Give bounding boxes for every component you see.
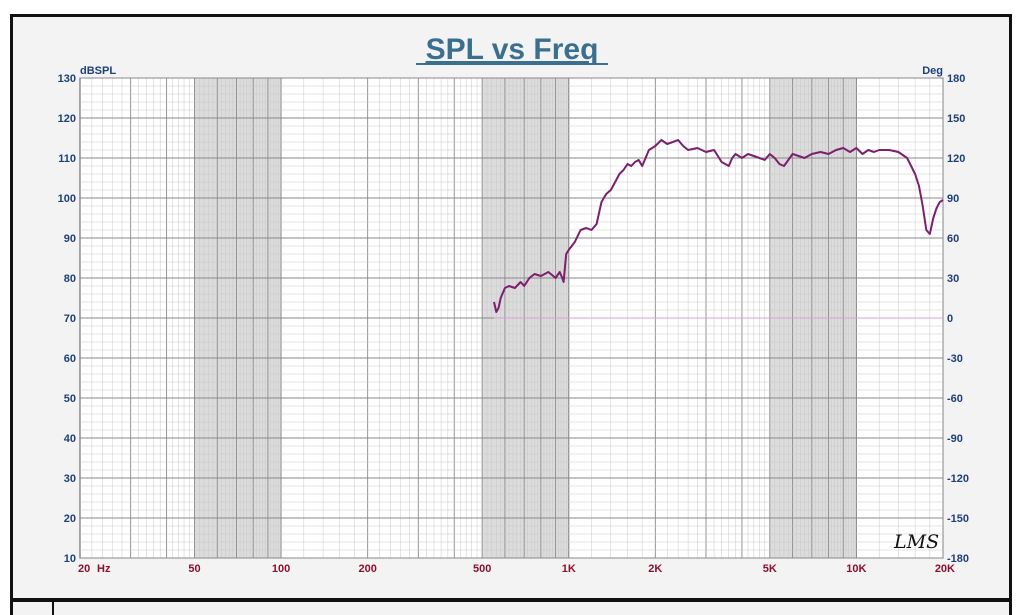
y-tick-label: 30 bbox=[64, 473, 76, 485]
frame-bottom-tick bbox=[52, 598, 54, 615]
y2-tick-label: 60 bbox=[947, 233, 959, 245]
x-tick-label: 2K bbox=[648, 563, 662, 575]
y2-tick-label: -30 bbox=[947, 353, 963, 365]
x-axis-unit: Hz bbox=[97, 563, 111, 575]
y-tick-label: 70 bbox=[64, 313, 76, 325]
x-tick-label: 20 bbox=[78, 563, 90, 575]
y-tick-label: 80 bbox=[64, 273, 76, 285]
x-tick-label: 100 bbox=[272, 563, 290, 575]
spl-line bbox=[493, 139, 944, 313]
y-tick-label: 120 bbox=[58, 113, 76, 125]
y2-tick-label: 150 bbox=[947, 113, 965, 125]
x-tick-label: 5K bbox=[763, 563, 777, 575]
y-tick-label: 110 bbox=[58, 153, 76, 165]
y-tick-label: 90 bbox=[64, 233, 76, 245]
y2-tick-label: 0 bbox=[947, 313, 953, 325]
y-tick-label: 60 bbox=[64, 353, 76, 365]
y-axis-label: dBSPL bbox=[80, 65, 116, 77]
x-tick-label: 500 bbox=[473, 563, 491, 575]
y2-tick-label: 30 bbox=[947, 273, 959, 285]
y2-tick-label: -150 bbox=[947, 513, 969, 525]
y2-axis-label: Deg bbox=[922, 65, 943, 77]
y2-tick-label: -60 bbox=[947, 393, 963, 405]
x-tick-label: 200 bbox=[358, 563, 376, 575]
data-series bbox=[493, 139, 944, 319]
axis-labels: 102030405060708090100110120130-180-150-1… bbox=[58, 73, 969, 575]
y-tick-label: 50 bbox=[64, 393, 76, 405]
y2-tick-label: 90 bbox=[947, 193, 959, 205]
y-tick-label: 130 bbox=[58, 73, 76, 85]
x-tick-label: 10K bbox=[846, 563, 866, 575]
y-tick-label: 10 bbox=[64, 553, 76, 565]
x-tick-label: 50 bbox=[188, 563, 200, 575]
y2-tick-label: 120 bbox=[947, 153, 965, 165]
lms-watermark: LMS bbox=[893, 531, 939, 553]
y2-tick-label: -120 bbox=[947, 473, 969, 485]
x-tick-label: 20K bbox=[935, 563, 955, 575]
chart-title: SPL vs Freq bbox=[426, 33, 599, 66]
y-tick-label: 100 bbox=[58, 193, 76, 205]
y2-tick-label: -90 bbox=[947, 433, 963, 445]
x-tick-label: 1K bbox=[562, 563, 576, 575]
y-tick-label: 20 bbox=[64, 513, 76, 525]
y2-tick-label: 180 bbox=[947, 73, 965, 85]
y2-tick-label: -180 bbox=[947, 553, 969, 565]
y-tick-label: 40 bbox=[64, 433, 76, 445]
frame-bottom-border bbox=[10, 598, 1012, 602]
